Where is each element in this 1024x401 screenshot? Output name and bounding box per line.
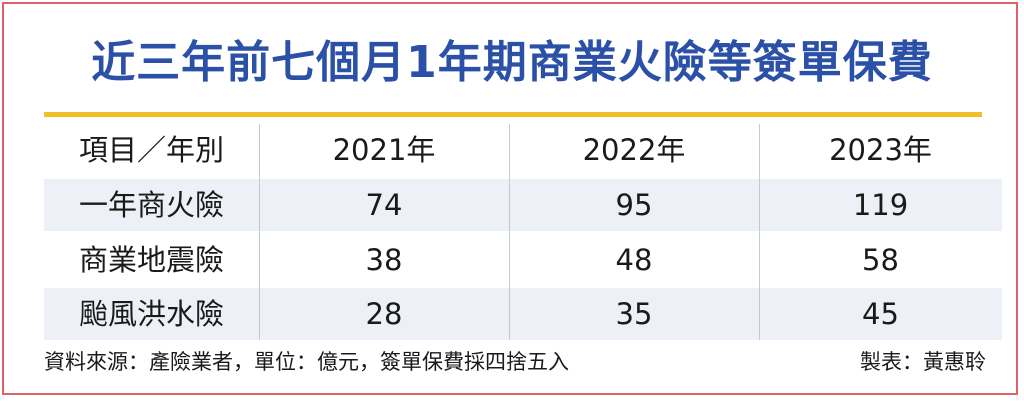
row-label: 一年商火險 xyxy=(78,188,224,222)
table-cell: 35 xyxy=(615,297,653,331)
header-year-2023: 2023年 xyxy=(829,133,932,167)
table-cell: 28 xyxy=(365,297,403,331)
table-cell: 38 xyxy=(365,243,403,277)
credit-note: 製表：黃惠聆 xyxy=(860,350,986,374)
title-underline xyxy=(44,112,982,117)
table-cell: 58 xyxy=(862,243,899,277)
table-row: 一年商火險 74 95 119 xyxy=(44,179,1002,231)
header-year-2021: 2021年 xyxy=(332,133,436,167)
header-year-2022: 2022年 xyxy=(582,133,686,167)
table-row: 颱風洪水險 28 35 45 xyxy=(44,288,1002,340)
table-cell: 74 xyxy=(365,188,403,222)
table-cell: 45 xyxy=(862,297,899,331)
row-label: 颱風洪水險 xyxy=(78,297,224,331)
table-cell: 119 xyxy=(852,188,909,222)
column-divider xyxy=(509,124,510,340)
column-divider xyxy=(259,124,260,340)
data-table: 項目／年別 2021年 2022年 2023年 一年商火險 74 95 119 … xyxy=(44,124,1002,340)
source-note: 資料來源：產險業者，單位：億元，簽單保費採四捨五入 xyxy=(44,350,569,374)
column-divider xyxy=(759,124,760,340)
table-cell: 48 xyxy=(615,243,653,277)
chart-title: 近三年前七個月1年期商業火險等簽單保費 xyxy=(91,37,933,88)
table-row: 商業地震險 38 48 58 xyxy=(44,234,1002,286)
table-cell: 95 xyxy=(615,188,653,222)
table-header-row: 項目／年別 2021年 2022年 2023年 xyxy=(44,124,1002,176)
row-label: 商業地震險 xyxy=(78,243,224,277)
infographic-frame: 近三年前七個月1年期商業火險等簽單保費 項目／年別 2021年 2022年 20… xyxy=(2,2,1018,395)
header-item: 項目／年別 xyxy=(78,133,224,167)
